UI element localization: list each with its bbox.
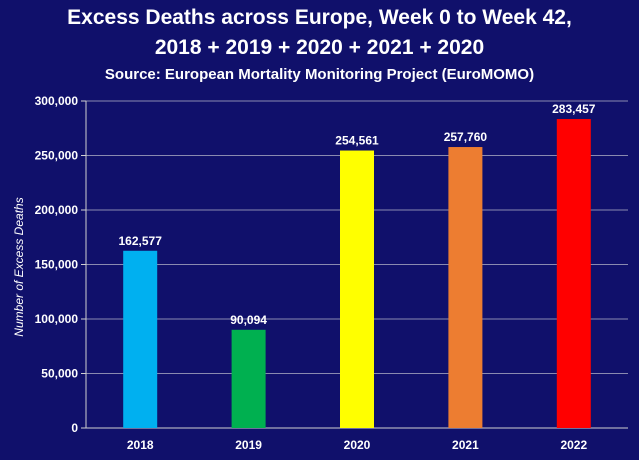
- data-label-2018: 162,577: [119, 234, 163, 248]
- data-label-2020: 254,561: [335, 134, 379, 148]
- x-tick-label-2022: 2022: [560, 438, 587, 452]
- bar-2022: [556, 119, 591, 429]
- y-tick-label: 300,000: [35, 94, 79, 108]
- y-tick-label: 200,000: [35, 203, 79, 217]
- bars: [123, 119, 591, 429]
- y-axis-label: Number of Excess Deaths: [12, 197, 26, 336]
- bar-2021: [448, 147, 483, 428]
- x-tick-label-2018: 2018: [127, 438, 154, 452]
- x-tick-label-2020: 2020: [344, 438, 371, 452]
- chart-title: Excess Deaths across Europe, Week 0 to W…: [67, 6, 572, 29]
- axes: 0 50,000 100,000 150,000 200,000 250,000 300,0…: [35, 94, 628, 452]
- y-tick-label: 250,000: [35, 149, 79, 163]
- y-tick-label: 50,000: [41, 367, 78, 381]
- y-tick-label: 150,000: [35, 258, 79, 272]
- data-label-2019: 90,094: [230, 313, 267, 327]
- bar-2020: [340, 150, 374, 428]
- data-label-2021: 257,760: [444, 130, 488, 144]
- data-label-2022: 283,457: [552, 102, 596, 116]
- x-tick-label-2021: 2021: [452, 438, 479, 452]
- bar-2018: [123, 250, 158, 428]
- y-tick-label: 100,000: [35, 312, 79, 326]
- chart-title-line-2: 2018 + 2019 + 2020 + 2021 + 2020: [154, 36, 485, 59]
- bar-2019: [231, 329, 266, 428]
- data-labels: 162,577 90,094 254,561 257,760 283,457: [119, 102, 596, 327]
- x-tick-label-2019: 2019: [235, 438, 262, 452]
- chart-subtitle: Source: European Mortality Monitoring Pr…: [104, 66, 535, 83]
- y-tick-label: 0: [71, 421, 78, 435]
